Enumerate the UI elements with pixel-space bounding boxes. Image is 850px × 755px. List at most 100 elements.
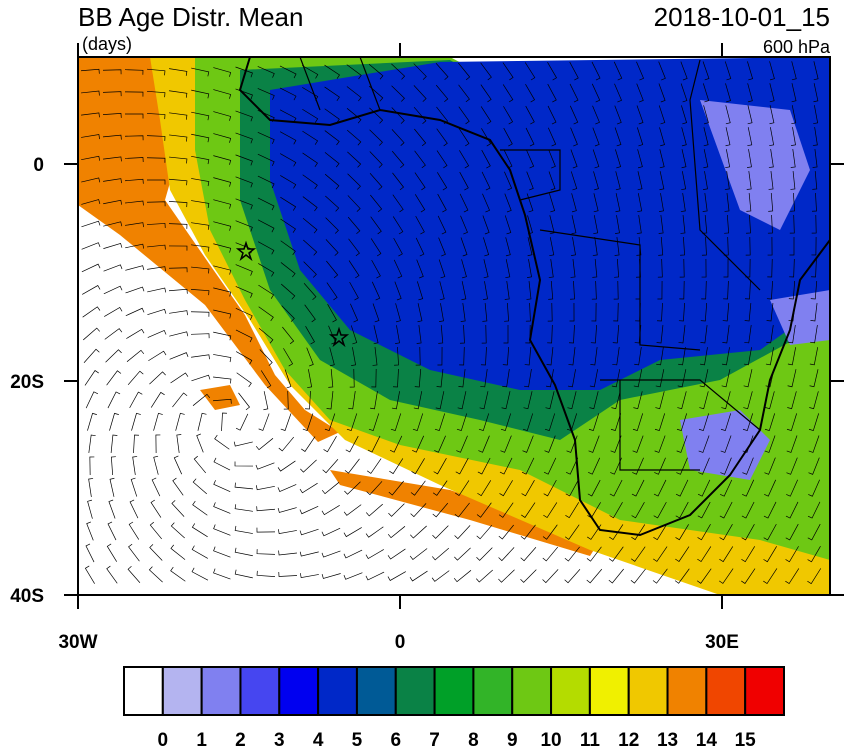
wind-barb — [193, 455, 207, 474]
wind-barb — [480, 84, 492, 103]
wind-barb — [169, 90, 188, 98]
wind-barb — [483, 237, 490, 257]
wind-barb — [611, 369, 621, 388]
wind-barb — [613, 302, 619, 322]
wind-barb — [615, 171, 621, 191]
wind-barb — [567, 369, 576, 388]
wind-barb — [432, 480, 448, 496]
wind-barb — [549, 215, 555, 235]
wind-barb — [410, 480, 426, 496]
wind-barb — [277, 484, 297, 493]
wind-barb — [155, 434, 161, 454]
wind-barb — [719, 524, 733, 541]
wind-barb — [680, 215, 686, 234]
wind-barb — [110, 456, 116, 476]
wind-barb — [791, 83, 797, 103]
colorbar-label: 15 — [735, 730, 757, 750]
wind-barb — [566, 435, 578, 453]
wind-barb — [147, 329, 167, 338]
wind-barb — [235, 176, 253, 188]
wind-barb — [813, 61, 819, 81]
wind-barb — [609, 502, 623, 519]
wind-barb — [548, 171, 556, 191]
wind-barb — [615, 149, 622, 169]
wind-barb — [791, 61, 797, 81]
wind-barb — [415, 346, 421, 366]
wind-barb — [131, 412, 141, 431]
wind-barb — [547, 302, 553, 322]
wind-barb — [456, 413, 468, 432]
wind-barb — [588, 435, 600, 453]
wind-barb — [521, 457, 535, 475]
wind-barb — [809, 391, 819, 410]
wind-barb — [614, 237, 620, 256]
wind-barb — [547, 127, 557, 147]
wind-barb — [414, 128, 427, 147]
wind-barb — [416, 325, 422, 344]
wind-barb — [257, 153, 275, 167]
wind-barb — [343, 527, 362, 538]
wind-barb — [369, 129, 383, 146]
wind-barb — [303, 282, 317, 300]
wind-barb — [763, 523, 777, 541]
y-tick-label: 40S — [10, 586, 44, 607]
wind-barb — [279, 65, 297, 79]
coastline — [238, 57, 830, 537]
wind-barb — [258, 306, 274, 322]
wind-barb — [788, 280, 796, 300]
colorbar-box — [666, 666, 708, 716]
wind-barb — [280, 240, 296, 256]
wind-barb — [172, 392, 188, 408]
wind-barb — [303, 261, 317, 278]
wind-barb — [213, 243, 232, 253]
wind-barb — [658, 215, 664, 234]
wind-barb — [725, 83, 731, 103]
wind-barb — [124, 69, 144, 75]
wind-barb — [437, 193, 447, 213]
wind-barb — [367, 435, 381, 453]
wind-barb — [280, 413, 292, 431]
colorbar-label: 3 — [274, 730, 285, 750]
wind-barb — [610, 457, 622, 475]
wind-barb — [766, 325, 774, 344]
wind-barb — [523, 391, 533, 410]
wind-barb — [279, 131, 297, 145]
wind-barb — [630, 568, 646, 584]
wind-barb — [544, 413, 556, 432]
wind-barb — [347, 151, 362, 168]
wind-barb — [809, 369, 819, 388]
wind-barb — [571, 215, 577, 235]
wind-barb — [569, 105, 579, 125]
wind-barb — [547, 83, 557, 103]
wind-barb — [659, 171, 665, 191]
wind-barb — [346, 108, 362, 124]
wind-barb — [769, 83, 775, 103]
wind-barb — [255, 485, 275, 491]
wind-barb — [459, 150, 470, 169]
wind-barb — [82, 285, 101, 295]
wind-barb — [170, 522, 185, 539]
wind-barb — [702, 215, 708, 234]
wind-barb — [526, 281, 532, 300]
wind-barb — [84, 565, 95, 584]
wind-barb — [259, 349, 273, 366]
wind-barb — [719, 501, 733, 519]
wind-barb — [542, 524, 558, 540]
wind-barb — [234, 461, 254, 467]
wind-barb — [436, 369, 444, 388]
wind-barb — [569, 302, 575, 322]
wind-barb — [543, 502, 558, 519]
wind-barb — [635, 280, 641, 300]
wind-barb — [234, 569, 253, 579]
wind-barb — [789, 236, 795, 256]
wind-barb — [633, 391, 643, 410]
wind-barb — [744, 280, 751, 300]
wind-barb — [675, 479, 689, 497]
wind-barb — [191, 89, 210, 99]
wind-barb — [655, 369, 665, 388]
wind-barb — [746, 214, 751, 234]
wind-barb — [503, 106, 514, 125]
wind-barb — [586, 546, 602, 562]
wind-barb — [548, 259, 554, 278]
wind-barb — [543, 479, 557, 497]
